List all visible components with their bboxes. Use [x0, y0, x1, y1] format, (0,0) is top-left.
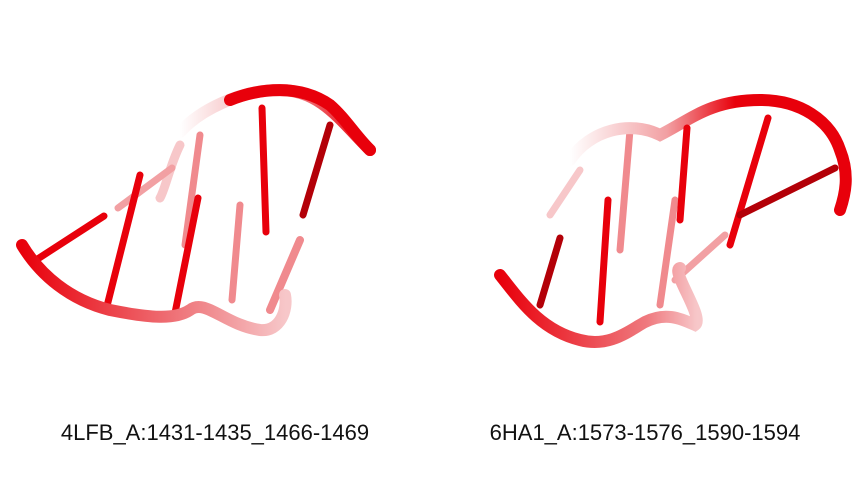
base-pair-stick — [181, 131, 204, 249]
base-pair-stick — [736, 164, 839, 219]
rna-helix-render-left — [16, 83, 376, 336]
rna-backbone-bottom — [494, 262, 703, 348]
base-pair-stick — [266, 236, 304, 314]
base-pair-stick — [228, 201, 244, 304]
structure-panel-left: 4LFB_A:1431-1435_1466-1469 — [16, 83, 376, 445]
base-pair-stick — [596, 196, 612, 326]
base-pair-stick — [299, 121, 334, 219]
rna-backbone-top — [564, 93, 852, 216]
base-pair-stick — [171, 194, 202, 317]
structure-caption: 4LFB_A:1431-1435_1466-1469 — [60, 420, 370, 445]
base-pair-stick — [726, 114, 772, 249]
base-pair-stick — [656, 196, 679, 309]
base-pair-stick — [546, 166, 584, 219]
base-pair-stick — [102, 171, 144, 314]
base-pair-stick — [114, 164, 176, 212]
base-pair-stick — [536, 234, 564, 309]
base-pair-stick — [32, 212, 108, 264]
rna-helix-render-right — [494, 93, 852, 348]
rna-backbone-bottom — [16, 239, 292, 336]
base-pair-stick — [676, 124, 691, 224]
base-pair-stick — [616, 126, 634, 254]
base-pair-stick — [258, 104, 270, 236]
rna-backbone-top-front — [224, 84, 376, 156]
backbone-faded-segment — [155, 140, 185, 203]
structure-panel-right: 6HA1_A:1573-1576_1590-1594 — [430, 0, 860, 480]
structure-caption: 6HA1_A:1573-1576_1590-1594 — [489, 420, 801, 445]
